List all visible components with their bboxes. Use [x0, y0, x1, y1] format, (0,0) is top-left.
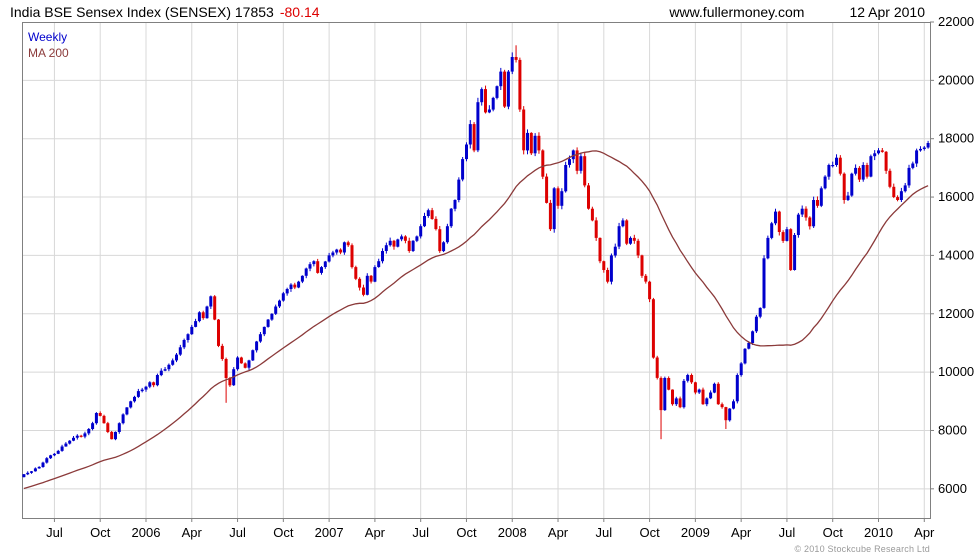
svg-text:Jul: Jul [779, 525, 796, 540]
instrument-title: India BSE Sensex Index (SENSEX) 17853 [10, 4, 274, 20]
copyright-notice: © 2010 Stockcube Research Ltd [794, 544, 930, 554]
legend-ma: MA 200 [28, 46, 69, 60]
svg-text:Apr: Apr [365, 525, 386, 540]
price-change: -80.14 [279, 4, 320, 20]
svg-text:Apr: Apr [182, 525, 203, 540]
svg-text:Oct: Oct [90, 525, 111, 540]
svg-text:2006: 2006 [132, 525, 161, 540]
svg-text:2007: 2007 [315, 525, 344, 540]
svg-text:22000: 22000 [938, 14, 974, 29]
svg-text:2008: 2008 [498, 525, 527, 540]
svg-text:Oct: Oct [639, 525, 660, 540]
header-right: www.fullermoney.com 12 Apr 2010 [669, 4, 925, 20]
svg-text:6000: 6000 [938, 481, 967, 496]
svg-text:Oct: Oct [456, 525, 477, 540]
svg-text:14000: 14000 [938, 247, 974, 262]
svg-text:Apr: Apr [731, 525, 752, 540]
svg-text:Jul: Jul [595, 525, 612, 540]
svg-text:Apr: Apr [914, 525, 935, 540]
header-left: India BSE Sensex Index (SENSEX) 17853 -8… [10, 4, 320, 20]
svg-text:8000: 8000 [938, 422, 967, 437]
svg-text:2009: 2009 [681, 525, 710, 540]
svg-text:Jul: Jul [229, 525, 246, 540]
svg-text:Oct: Oct [273, 525, 294, 540]
svg-text:18000: 18000 [938, 131, 974, 146]
website-url: www.fullermoney.com [669, 4, 805, 20]
svg-text:Jul: Jul [412, 525, 429, 540]
svg-text:16000: 16000 [938, 189, 974, 204]
chart-header: India BSE Sensex Index (SENSEX) 17853 -8… [0, 0, 980, 22]
svg-text:2010: 2010 [864, 525, 893, 540]
chart-legend: Weekly MA 200 [28, 29, 69, 61]
svg-text:Jul: Jul [46, 525, 63, 540]
svg-text:20000: 20000 [938, 72, 974, 87]
legend-weekly: Weekly [28, 30, 68, 44]
svg-text:Apr: Apr [548, 525, 569, 540]
svg-text:Oct: Oct [823, 525, 844, 540]
svg-text:12000: 12000 [938, 306, 974, 321]
svg-text:10000: 10000 [938, 364, 974, 379]
chart-date: 12 Apr 2010 [849, 4, 925, 20]
